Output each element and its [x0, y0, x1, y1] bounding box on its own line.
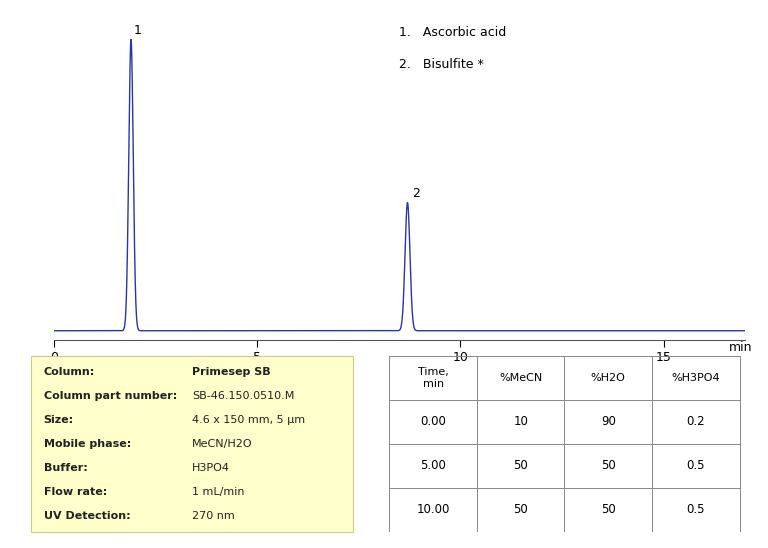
Text: 0.2: 0.2 — [687, 415, 705, 429]
Text: 1: 1 — [133, 24, 141, 37]
Text: Column:: Column: — [44, 367, 95, 377]
Text: 0.5: 0.5 — [687, 459, 705, 472]
Text: 2.   Bisulfite *: 2. Bisulfite * — [399, 59, 484, 71]
Text: 5.00: 5.00 — [420, 459, 446, 472]
Text: 50: 50 — [601, 503, 616, 516]
Text: %H2O: %H2O — [591, 373, 626, 383]
Text: 0.5: 0.5 — [687, 503, 705, 516]
Text: Column part number:: Column part number: — [44, 391, 177, 401]
Text: 10.00: 10.00 — [416, 503, 450, 516]
FancyBboxPatch shape — [31, 356, 353, 532]
Text: Buffer:: Buffer: — [44, 463, 88, 473]
Text: 1 mL/min: 1 mL/min — [192, 487, 244, 497]
Text: Time,
min: Time, min — [418, 367, 449, 389]
Text: min: min — [729, 341, 752, 354]
Text: MeCN/H2O: MeCN/H2O — [192, 439, 253, 449]
Text: 0.00: 0.00 — [420, 415, 446, 429]
Text: %H3PO4: %H3PO4 — [671, 373, 720, 383]
Text: SB-46.150.0510.M: SB-46.150.0510.M — [192, 391, 294, 401]
Text: 50: 50 — [513, 459, 528, 472]
Text: 50: 50 — [601, 459, 616, 472]
Text: 1.   Ascorbic acid: 1. Ascorbic acid — [399, 26, 507, 39]
Text: 270 nm: 270 nm — [192, 511, 235, 521]
Text: 4.6 x 150 mm, 5 μm: 4.6 x 150 mm, 5 μm — [192, 415, 305, 425]
Text: Mobile phase:: Mobile phase: — [44, 439, 131, 449]
Text: UV Detection:: UV Detection: — [44, 511, 131, 521]
Text: 90: 90 — [601, 415, 616, 429]
Text: Size:: Size: — [44, 415, 74, 425]
Text: %MeCN: %MeCN — [499, 373, 542, 383]
Text: Primesep SB: Primesep SB — [192, 367, 270, 377]
Text: 10: 10 — [513, 415, 528, 429]
Text: H3PO4: H3PO4 — [192, 463, 230, 473]
Text: Flow rate:: Flow rate: — [44, 487, 107, 497]
Text: 2: 2 — [412, 187, 419, 200]
Text: 50: 50 — [513, 503, 528, 516]
